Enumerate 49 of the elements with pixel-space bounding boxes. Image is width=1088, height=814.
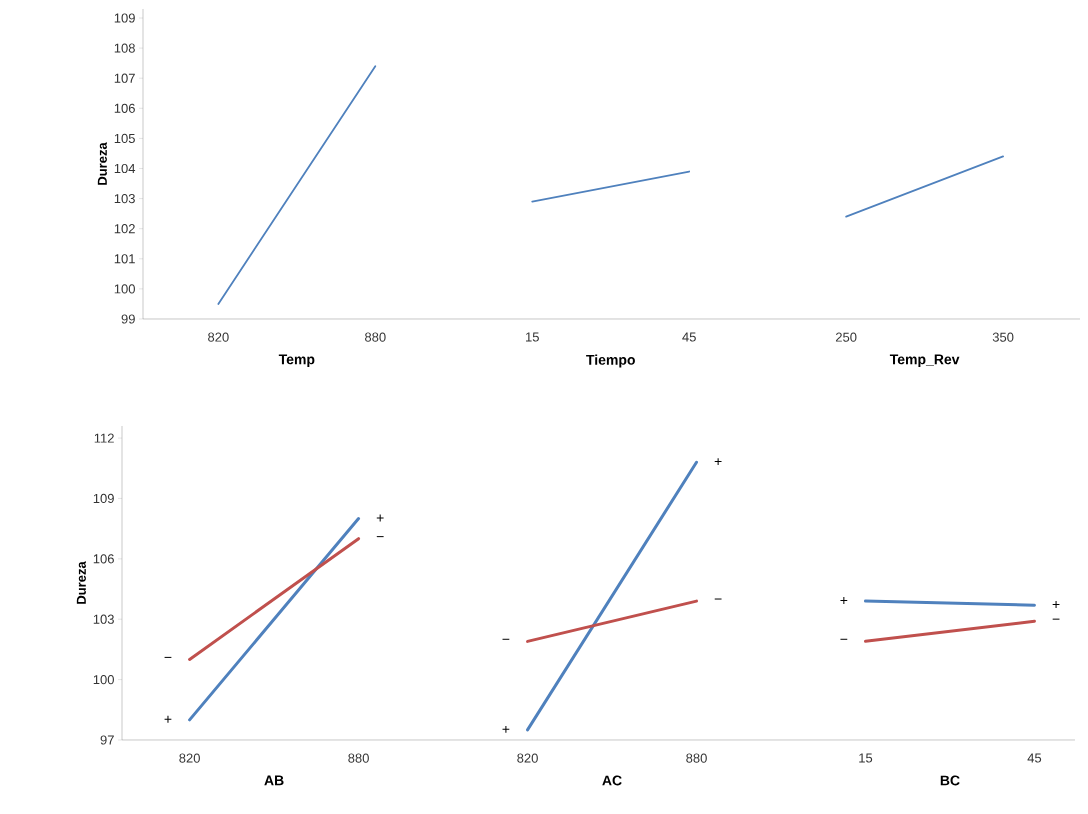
y-tick-label: 109 [114, 13, 135, 23]
text: AC [602, 775, 622, 786]
data-label: − [164, 656, 172, 658]
x-tick-label: 880 [348, 753, 369, 763]
y-axis-title: Dureza [76, 561, 86, 604]
data-label: + [714, 458, 722, 466]
x-tick-label: 15 [526, 332, 539, 342]
y-tick-label: 108 [114, 43, 135, 53]
x-tick-label: 820 [208, 332, 229, 342]
data-label: + [840, 597, 848, 604]
x-tick-label: 350 [992, 332, 1014, 342]
y-tick-label: 109 [93, 493, 114, 504]
data-label: + [502, 725, 510, 733]
y-tick-label: 107 [114, 73, 135, 83]
x-tick-label: 880 [686, 753, 707, 763]
y-tick-label: 105 [114, 133, 135, 144]
y-tick-label: 102 [114, 224, 135, 234]
data-label: + [1052, 601, 1060, 608]
text: BC [940, 775, 960, 786]
y-tick-label: 112 [94, 433, 114, 443]
text: Temp [278, 354, 315, 368]
x-tick-label: 45 [682, 332, 696, 342]
data-label: − [714, 598, 722, 600]
text: AB [264, 775, 284, 786]
y-tick-label: 103 [93, 614, 114, 624]
y-tick-label: 97 [100, 735, 114, 745]
data-label: − [840, 638, 848, 640]
x-tick-label: 250 [835, 332, 857, 342]
data-label: − [1052, 618, 1060, 620]
y-tick-label: 104 [114, 163, 136, 174]
y-tick-label: 101 [114, 254, 135, 264]
y-tick-label: 100 [93, 675, 114, 685]
text: Temp_Rev [889, 354, 960, 368]
x-tick-label: 880 [365, 332, 386, 342]
data-label: + [164, 715, 172, 723]
data-label: + [376, 514, 384, 522]
y-tick-label: 106 [93, 554, 114, 564]
text: Tiempo [586, 354, 635, 368]
data-label: − [502, 638, 510, 640]
y-tick-label: 103 [114, 194, 135, 204]
y-tick-label: 106 [114, 103, 135, 113]
y-tick-label: 99 [121, 314, 135, 324]
x-tick-label: 820 [517, 753, 538, 763]
y-tick-label: 100 [114, 284, 135, 294]
x-tick-label: 820 [179, 753, 200, 763]
x-tick-label: 15 [859, 753, 873, 763]
x-tick-label: 45 [1027, 753, 1042, 763]
data-label: − [376, 536, 384, 538]
y-axis-title: Dureza [97, 142, 107, 185]
